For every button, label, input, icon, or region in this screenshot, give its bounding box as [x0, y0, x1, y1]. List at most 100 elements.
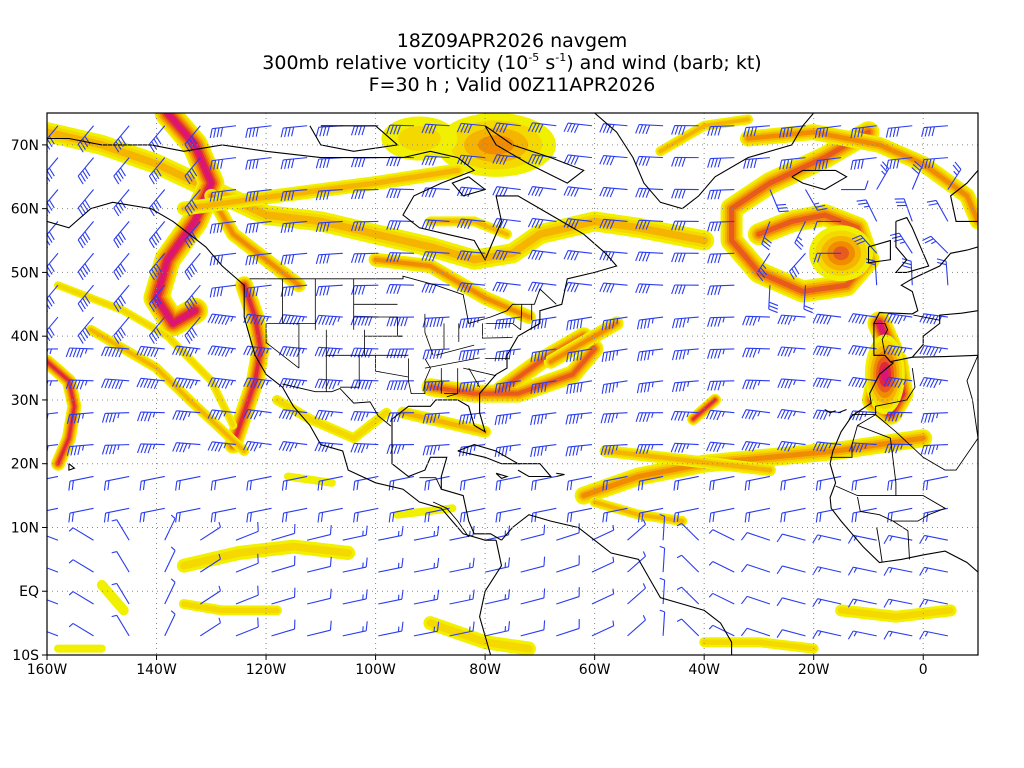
barb-half-flag: [330, 411, 334, 417]
wind-barb: [779, 157, 806, 170]
barb-flag: [153, 202, 160, 211]
border-morocco-algeria: [852, 368, 916, 416]
barb-half-flag: [265, 316, 270, 322]
wind-barb: [894, 198, 913, 222]
barb-flag: [224, 316, 230, 326]
barb-flag: [609, 220, 615, 230]
barb-staff: [72, 559, 94, 573]
barb-staff: [781, 125, 806, 129]
wind-barb: [139, 507, 165, 523]
wind-barb: [184, 316, 201, 344]
wind-barb: [813, 220, 842, 231]
plot-frame: [46, 112, 979, 656]
wind-barb: [814, 157, 842, 170]
barb-staff: [484, 630, 509, 637]
barb-flag: [139, 512, 142, 523]
barb-flag: [646, 444, 651, 454]
wind-barb: [707, 157, 735, 168]
barb-flag: [682, 349, 686, 360]
barb-flag: [815, 204, 826, 208]
barb-flag: [321, 442, 327, 452]
barb-flag: [189, 379, 195, 389]
wind-barb: [812, 598, 842, 608]
barb-staff: [603, 412, 628, 415]
barb-flag: [253, 315, 259, 325]
wind-barb: [856, 199, 878, 222]
barb-staff: [746, 475, 771, 482]
wind-barb: [101, 412, 130, 423]
barb-flag: [68, 481, 71, 491]
wind-barb: [741, 409, 770, 420]
barb-flag: [858, 346, 864, 356]
barb-staff: [603, 475, 628, 482]
barb-flag: [637, 481, 641, 491]
barb-flag: [740, 564, 748, 573]
wind-barb: [887, 475, 913, 491]
wind-barb: [756, 252, 771, 282]
barb-half-flag: [881, 170, 886, 176]
wind-barb: [777, 409, 806, 420]
barb-flag: [350, 443, 355, 453]
barb-flag: [216, 223, 220, 233]
y-tick-label: 50N: [11, 265, 39, 281]
wind-barb: [812, 377, 842, 389]
barb-flag: [186, 141, 193, 150]
wind-barb: [520, 556, 546, 573]
barb-flag: [544, 318, 547, 329]
barb-flag: [175, 481, 178, 491]
barb-flag: [642, 444, 647, 454]
barb-flag: [602, 512, 605, 523]
wind-barb: [280, 252, 308, 265]
barb-half-flag: [687, 381, 690, 387]
barb-flag: [76, 348, 81, 358]
barb-flag: [361, 221, 366, 231]
barb-flag: [857, 127, 861, 138]
wind-barb: [494, 412, 521, 426]
barb-flag: [538, 155, 544, 165]
barb-flag: [851, 481, 854, 491]
barb-flag: [540, 350, 544, 361]
barb-flag: [456, 282, 462, 292]
barb-flag: [186, 236, 193, 246]
wind-barb: [421, 251, 450, 262]
barb-flag: [889, 232, 900, 237]
wind-barb: [671, 380, 699, 393]
barb-flag: [392, 480, 395, 490]
barb-flag: [709, 410, 715, 420]
barb-flag: [282, 378, 288, 388]
wind-barb: [484, 589, 511, 605]
barb-staff: [389, 220, 414, 222]
border-west-africa: [857, 496, 910, 560]
barb-flag: [574, 219, 579, 229]
wind-barb: [424, 507, 450, 523]
barb-flag: [676, 480, 680, 490]
barb-staff: [354, 411, 379, 414]
barb-staff: [532, 122, 557, 127]
barb-flag: [32, 416, 34, 425]
barb-flag: [79, 173, 86, 182]
barb-flag: [565, 446, 569, 457]
barb-flag: [574, 123, 579, 134]
barb-staff: [710, 252, 735, 255]
barb-flag: [776, 533, 783, 543]
barb-flag: [460, 282, 466, 293]
wind-barb: [566, 380, 592, 395]
wind-barb: [706, 409, 735, 421]
barb-flag: [563, 250, 569, 260]
barb-half-flag: [366, 443, 369, 450]
wind-barb: [671, 316, 699, 329]
barb-staff: [710, 125, 735, 128]
barb-flag: [538, 219, 544, 229]
barb-staff: [389, 284, 414, 286]
barb-flag: [780, 409, 786, 419]
barb-flag: [816, 378, 822, 388]
wind-barb: [449, 589, 475, 605]
barb-flag: [929, 346, 935, 356]
barb-staff: [817, 630, 842, 637]
barb-flag: [501, 319, 505, 329]
barb-flag: [70, 446, 74, 456]
barb-flag: [674, 411, 679, 421]
barb-flag: [612, 382, 615, 393]
barb-staff: [212, 125, 237, 130]
barb-half-flag: [687, 349, 690, 355]
